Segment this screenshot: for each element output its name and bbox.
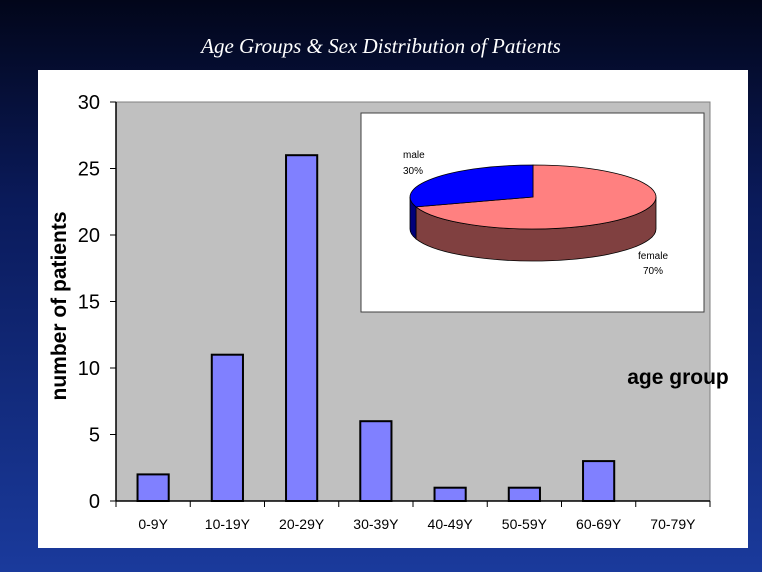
pie-label-female-pct: 70% [643,266,663,277]
y-tick-label: 25 [78,159,100,181]
x-tick-label: 70-79Y [650,516,696,532]
pie-slice-female [414,164,657,230]
x-tick-label: 40-49Y [428,516,474,532]
y-tick-label: 0 [89,491,100,513]
x-tick-label: 50-59Y [502,516,548,532]
y-tick-label: 15 [78,292,100,314]
bar-50-59Y [507,486,541,503]
pie-label-male-name: male [403,150,425,161]
bar-0-9Y [136,473,170,502]
pie-label-female-name: female [638,251,668,262]
pie-slice-male [409,164,534,208]
x-tick-label: 60-69Y [576,516,622,532]
y-axis-label: number of patients [48,211,71,400]
y-tick-label: 20 [78,225,100,247]
y-tick-label: 30 [78,92,100,114]
bar-30-39Y [359,420,393,503]
chart-title: Age Groups & Sex Distribution of Patient… [201,34,561,58]
bar-20-29Y [285,154,319,502]
bar-10-19Y [210,353,244,503]
bar-40-49Y [433,486,467,503]
y-tick-label: 5 [89,425,100,447]
x-tick-label: 0-9Y [138,516,168,532]
x-tick-label: 20-29Y [279,516,325,532]
x-tick-label: 30-39Y [353,516,399,532]
pie-label-male-pct: 30% [403,166,423,177]
x-tick-label: 10-19Y [205,516,251,532]
bar-60-69Y [582,460,616,503]
y-tick-label: 10 [78,358,100,380]
x-axis-label: age group [627,366,729,389]
